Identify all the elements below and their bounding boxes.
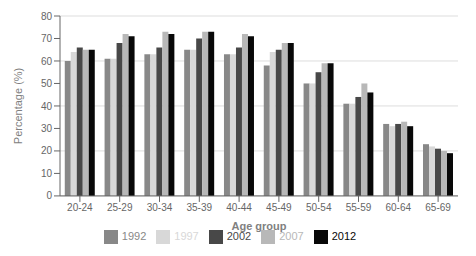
svg-text:65-69: 65-69 [425, 202, 451, 213]
svg-text:40-44: 40-44 [226, 202, 252, 213]
svg-text:55-59: 55-59 [346, 202, 372, 213]
svg-text:40: 40 [41, 101, 53, 112]
svg-text:30-34: 30-34 [147, 202, 173, 213]
svg-text:60-64: 60-64 [386, 202, 412, 213]
svg-text:25-29: 25-29 [107, 202, 133, 213]
svg-text:45-49: 45-49 [266, 202, 292, 213]
svg-text:0: 0 [46, 190, 52, 201]
svg-text:50-54: 50-54 [306, 202, 332, 213]
html-text:2002: 2002 [226, 229, 252, 242]
svg-text:70: 70 [41, 33, 53, 44]
html-text:1997: 1997 [174, 229, 199, 242]
svg-text:50: 50 [41, 78, 53, 89]
svg-text:60: 60 [41, 56, 53, 67]
svg-text:35-39: 35-39 [187, 202, 213, 213]
html-text:1992: 1992 [121, 229, 147, 242]
svg-text:20-24: 20-24 [67, 202, 93, 213]
svg-text:Percentage (%): Percentage (%) [12, 68, 24, 144]
html-text:2007: 2007 [279, 229, 304, 242]
svg-text:20: 20 [41, 145, 53, 156]
svg-text:30: 30 [41, 123, 53, 134]
html-text:2012: 2012 [331, 229, 357, 242]
svg-text:Age group: Age group [232, 220, 287, 232]
svg-text:80: 80 [41, 11, 53, 22]
svg-text:10: 10 [41, 168, 53, 179]
